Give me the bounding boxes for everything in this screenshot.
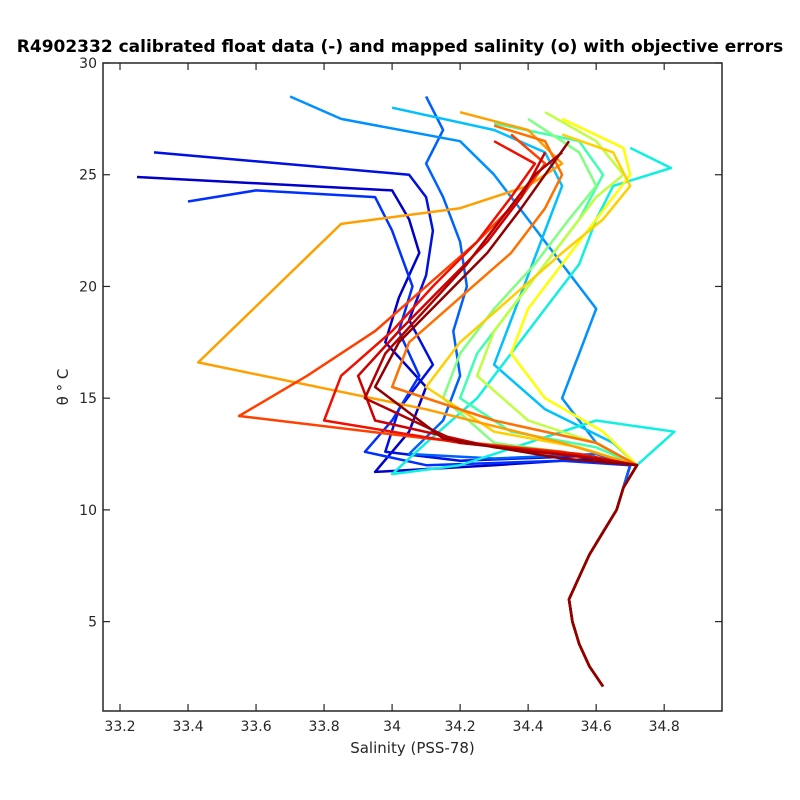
x-tick-label: 33.2 bbox=[104, 719, 135, 735]
series-line-14 bbox=[237, 133, 639, 688]
series-line-12 bbox=[196, 110, 639, 688]
x-tick-label: 33.6 bbox=[240, 719, 271, 735]
y-tick-label: 25 bbox=[79, 168, 97, 184]
x-tick-label: 34 bbox=[383, 719, 401, 735]
y-axis-label: θ ° C bbox=[54, 369, 72, 406]
x-axis-label: Salinity (PSS-78) bbox=[350, 739, 475, 757]
chart-title: R4902332 calibrated float data (-) and m… bbox=[17, 37, 783, 57]
x-tick-label: 33.8 bbox=[308, 719, 339, 735]
x-tick-label: 33.4 bbox=[172, 719, 203, 735]
series-layer bbox=[136, 95, 676, 688]
series-line-15 bbox=[322, 140, 639, 688]
x-tick-label: 34.2 bbox=[445, 719, 476, 735]
y-tick-label: 15 bbox=[79, 391, 97, 407]
x-tick-label: 34.6 bbox=[581, 719, 612, 735]
y-tick-label: 10 bbox=[79, 503, 97, 519]
series-line-6 bbox=[390, 146, 676, 688]
axis-ticks: 33.2 33.4 33.6 33.8 34 34.2 34.4 34.6 34.8 5 10 15 2… bbox=[79, 56, 722, 735]
series-line-7 bbox=[458, 122, 639, 688]
plot-area-frame bbox=[102, 62, 723, 712]
series-line-18 bbox=[373, 140, 639, 688]
y-tick-label: 30 bbox=[79, 56, 97, 72]
y-tick-label: 5 bbox=[88, 615, 97, 631]
x-tick-label: 34.4 bbox=[513, 719, 544, 735]
y-tick-label: 20 bbox=[79, 279, 97, 295]
series-line-16 bbox=[356, 151, 639, 688]
series-line-10 bbox=[509, 117, 639, 688]
x-tick-label: 34.8 bbox=[649, 719, 680, 735]
